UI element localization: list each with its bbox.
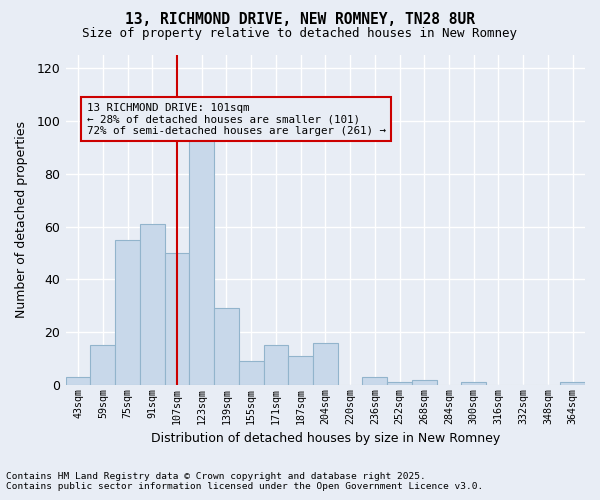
- Text: Contains public sector information licensed under the Open Government Licence v3: Contains public sector information licen…: [6, 482, 483, 491]
- Bar: [140, 224, 164, 385]
- Bar: [66, 377, 91, 385]
- Bar: [214, 308, 239, 385]
- Bar: [115, 240, 140, 385]
- Text: 13, RICHMOND DRIVE, NEW ROMNEY, TN28 8UR: 13, RICHMOND DRIVE, NEW ROMNEY, TN28 8UR: [125, 12, 475, 28]
- Bar: [362, 377, 387, 385]
- Bar: [190, 137, 214, 385]
- Text: 13 RICHMOND DRIVE: 101sqm
← 28% of detached houses are smaller (101)
72% of semi: 13 RICHMOND DRIVE: 101sqm ← 28% of detac…: [87, 102, 386, 136]
- Y-axis label: Number of detached properties: Number of detached properties: [15, 122, 28, 318]
- X-axis label: Distribution of detached houses by size in New Romney: Distribution of detached houses by size …: [151, 432, 500, 445]
- Bar: [313, 342, 338, 385]
- Bar: [412, 380, 437, 385]
- Bar: [164, 253, 190, 385]
- Bar: [91, 346, 115, 385]
- Text: Contains HM Land Registry data © Crown copyright and database right 2025.: Contains HM Land Registry data © Crown c…: [6, 472, 426, 481]
- Bar: [263, 346, 288, 385]
- Bar: [239, 361, 263, 385]
- Bar: [387, 382, 412, 385]
- Bar: [560, 382, 585, 385]
- Bar: [461, 382, 486, 385]
- Bar: [288, 356, 313, 385]
- Text: Size of property relative to detached houses in New Romney: Size of property relative to detached ho…: [83, 28, 517, 40]
